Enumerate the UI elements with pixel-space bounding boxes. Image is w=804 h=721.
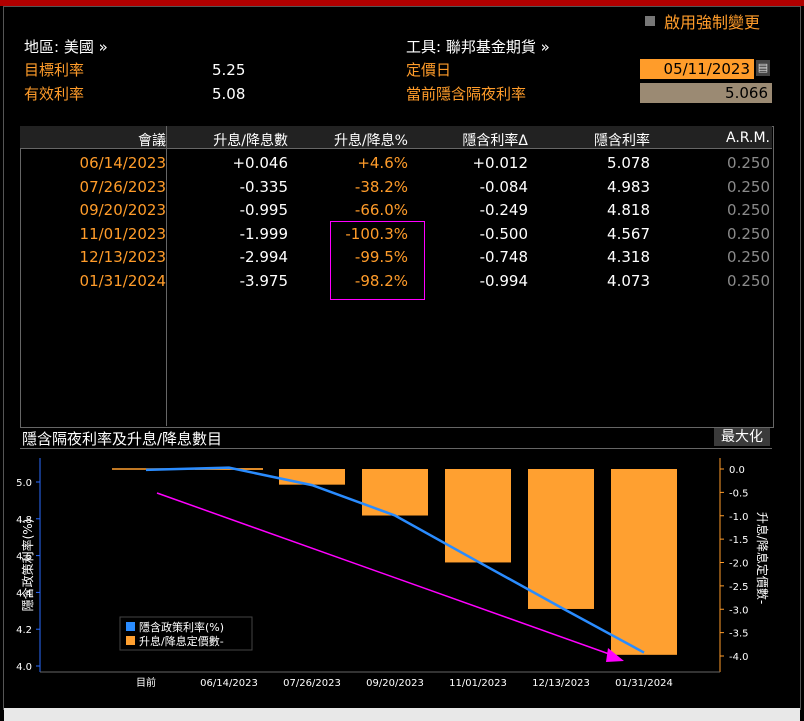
implied-rate: 4.818 — [607, 201, 650, 220]
hike-count: -0.335 — [239, 177, 288, 196]
header-hike-pct[interactable]: 升息/降息% — [333, 133, 408, 149]
arm-value: 0.250 — [727, 154, 770, 172]
implied-rate: 4.567 — [607, 224, 650, 243]
header-hike-count[interactable]: 升息/降息數 — [213, 133, 288, 149]
hike-pct: +4.6% — [357, 154, 408, 172]
hike-count: -3.975 — [239, 272, 288, 290]
calendar-icon[interactable]: ▤ — [756, 60, 770, 76]
hike-pct: -100.3% — [345, 224, 408, 243]
implied-delta: -0.249 — [479, 201, 528, 220]
column-divider — [166, 126, 167, 426]
hike-count: +0.046 — [232, 154, 288, 172]
force-update-checkbox[interactable] — [645, 16, 655, 26]
meeting-date: 07/26/2023 — [79, 177, 166, 196]
arm-value: 0.250 — [727, 224, 770, 243]
meeting-date: 11/01/2023 — [79, 224, 166, 243]
implied-delta: -0.748 — [479, 248, 528, 267]
hike-count: -2.994 — [239, 248, 288, 267]
target-rate-label: 目標利率 — [24, 61, 85, 79]
implied-rate: 5.078 — [607, 154, 650, 172]
chart-title: 隱含隔夜利率及升息/降息數目 — [22, 430, 223, 448]
chart-area — [20, 448, 772, 691]
header-implied-delta[interactable]: 隱含利率Δ — [462, 133, 528, 149]
hike-count: -1.999 — [239, 224, 288, 243]
implied-overnight-field[interactable]: 5.066 — [640, 83, 772, 103]
effective-rate-label: 有效利率 — [24, 85, 85, 103]
maximize-button[interactable]: 最大化 — [714, 428, 770, 446]
implied-rate: 4.073 — [607, 272, 650, 290]
hike-pct: -66.0% — [354, 201, 408, 220]
pricing-date-field[interactable]: 05/11/2023 — [640, 59, 754, 79]
implied-delta: -0.994 — [479, 272, 528, 290]
hike-pct: -99.5% — [354, 248, 408, 267]
meeting-date: 01/31/2024 — [79, 272, 166, 290]
arm-value: 0.250 — [727, 272, 770, 290]
arm-value: 0.250 — [727, 248, 770, 267]
force-update-label[interactable]: 啟用強制變更 — [664, 13, 761, 32]
hike-pct: -98.2% — [354, 272, 408, 290]
highlight-box — [330, 221, 425, 300]
implied-rate: 4.983 — [607, 177, 650, 196]
header-arm[interactable]: A.R.M. — [726, 130, 770, 146]
arm-value: 0.250 — [727, 201, 770, 220]
meeting-date: 09/20/2023 — [79, 201, 166, 220]
region-selector[interactable]: 地區: 美國 » — [24, 38, 108, 56]
header-implied-rate[interactable]: 隱含利率 — [594, 133, 650, 149]
implied-rate: 4.318 — [607, 248, 650, 267]
meeting-date: 12/13/2023 — [79, 248, 166, 267]
tool-selector[interactable]: 工具: 聯邦基金期貨 » — [406, 38, 550, 56]
hike-count: -0.995 — [239, 201, 288, 220]
arm-value: 0.250 — [727, 177, 770, 196]
meeting-date: 06/14/2023 — [79, 154, 166, 172]
table-header — [20, 126, 772, 149]
title-bar — [0, 0, 804, 6]
implied-overnight-label: 當前隱含隔夜利率 — [406, 85, 527, 103]
status-strip — [4, 708, 800, 721]
hike-pct: -38.2% — [354, 177, 408, 196]
implied-delta: -0.084 — [479, 177, 528, 196]
header-meeting[interactable]: 會議 — [138, 133, 166, 149]
pricing-date-label: 定價日 — [406, 61, 452, 79]
implied-delta: -0.500 — [479, 224, 528, 243]
target-rate-value: 5.25 — [212, 61, 246, 79]
implied-delta: +0.012 — [472, 154, 528, 172]
effective-rate-value: 5.08 — [212, 85, 246, 103]
